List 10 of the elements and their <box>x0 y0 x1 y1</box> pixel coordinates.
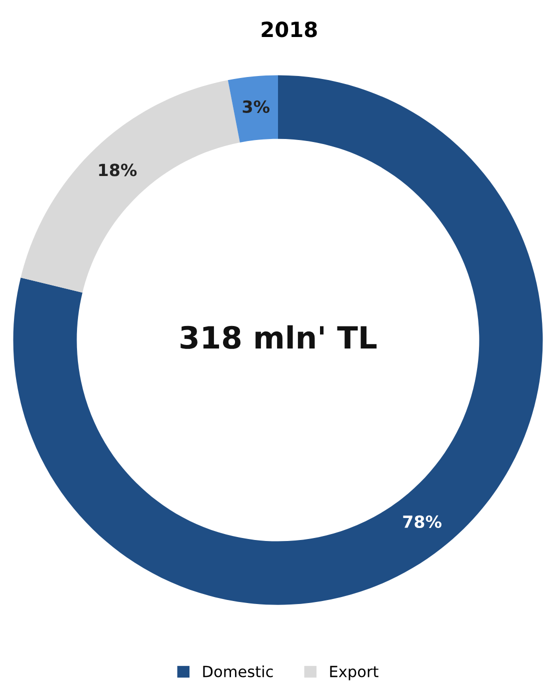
chart-title: 2018 <box>262 22 317 38</box>
donut-slice <box>20 80 240 293</box>
data-label: 78% <box>403 515 442 528</box>
data-label: 18% <box>99 164 137 176</box>
legend-label: Export <box>330 666 378 680</box>
legend-label: Domestic <box>203 665 273 678</box>
data-label: 3% <box>242 100 270 113</box>
text: 318 mln' TL <box>180 325 377 349</box>
donut-slice <box>13 75 543 605</box>
donut-slice <box>228 75 278 142</box>
